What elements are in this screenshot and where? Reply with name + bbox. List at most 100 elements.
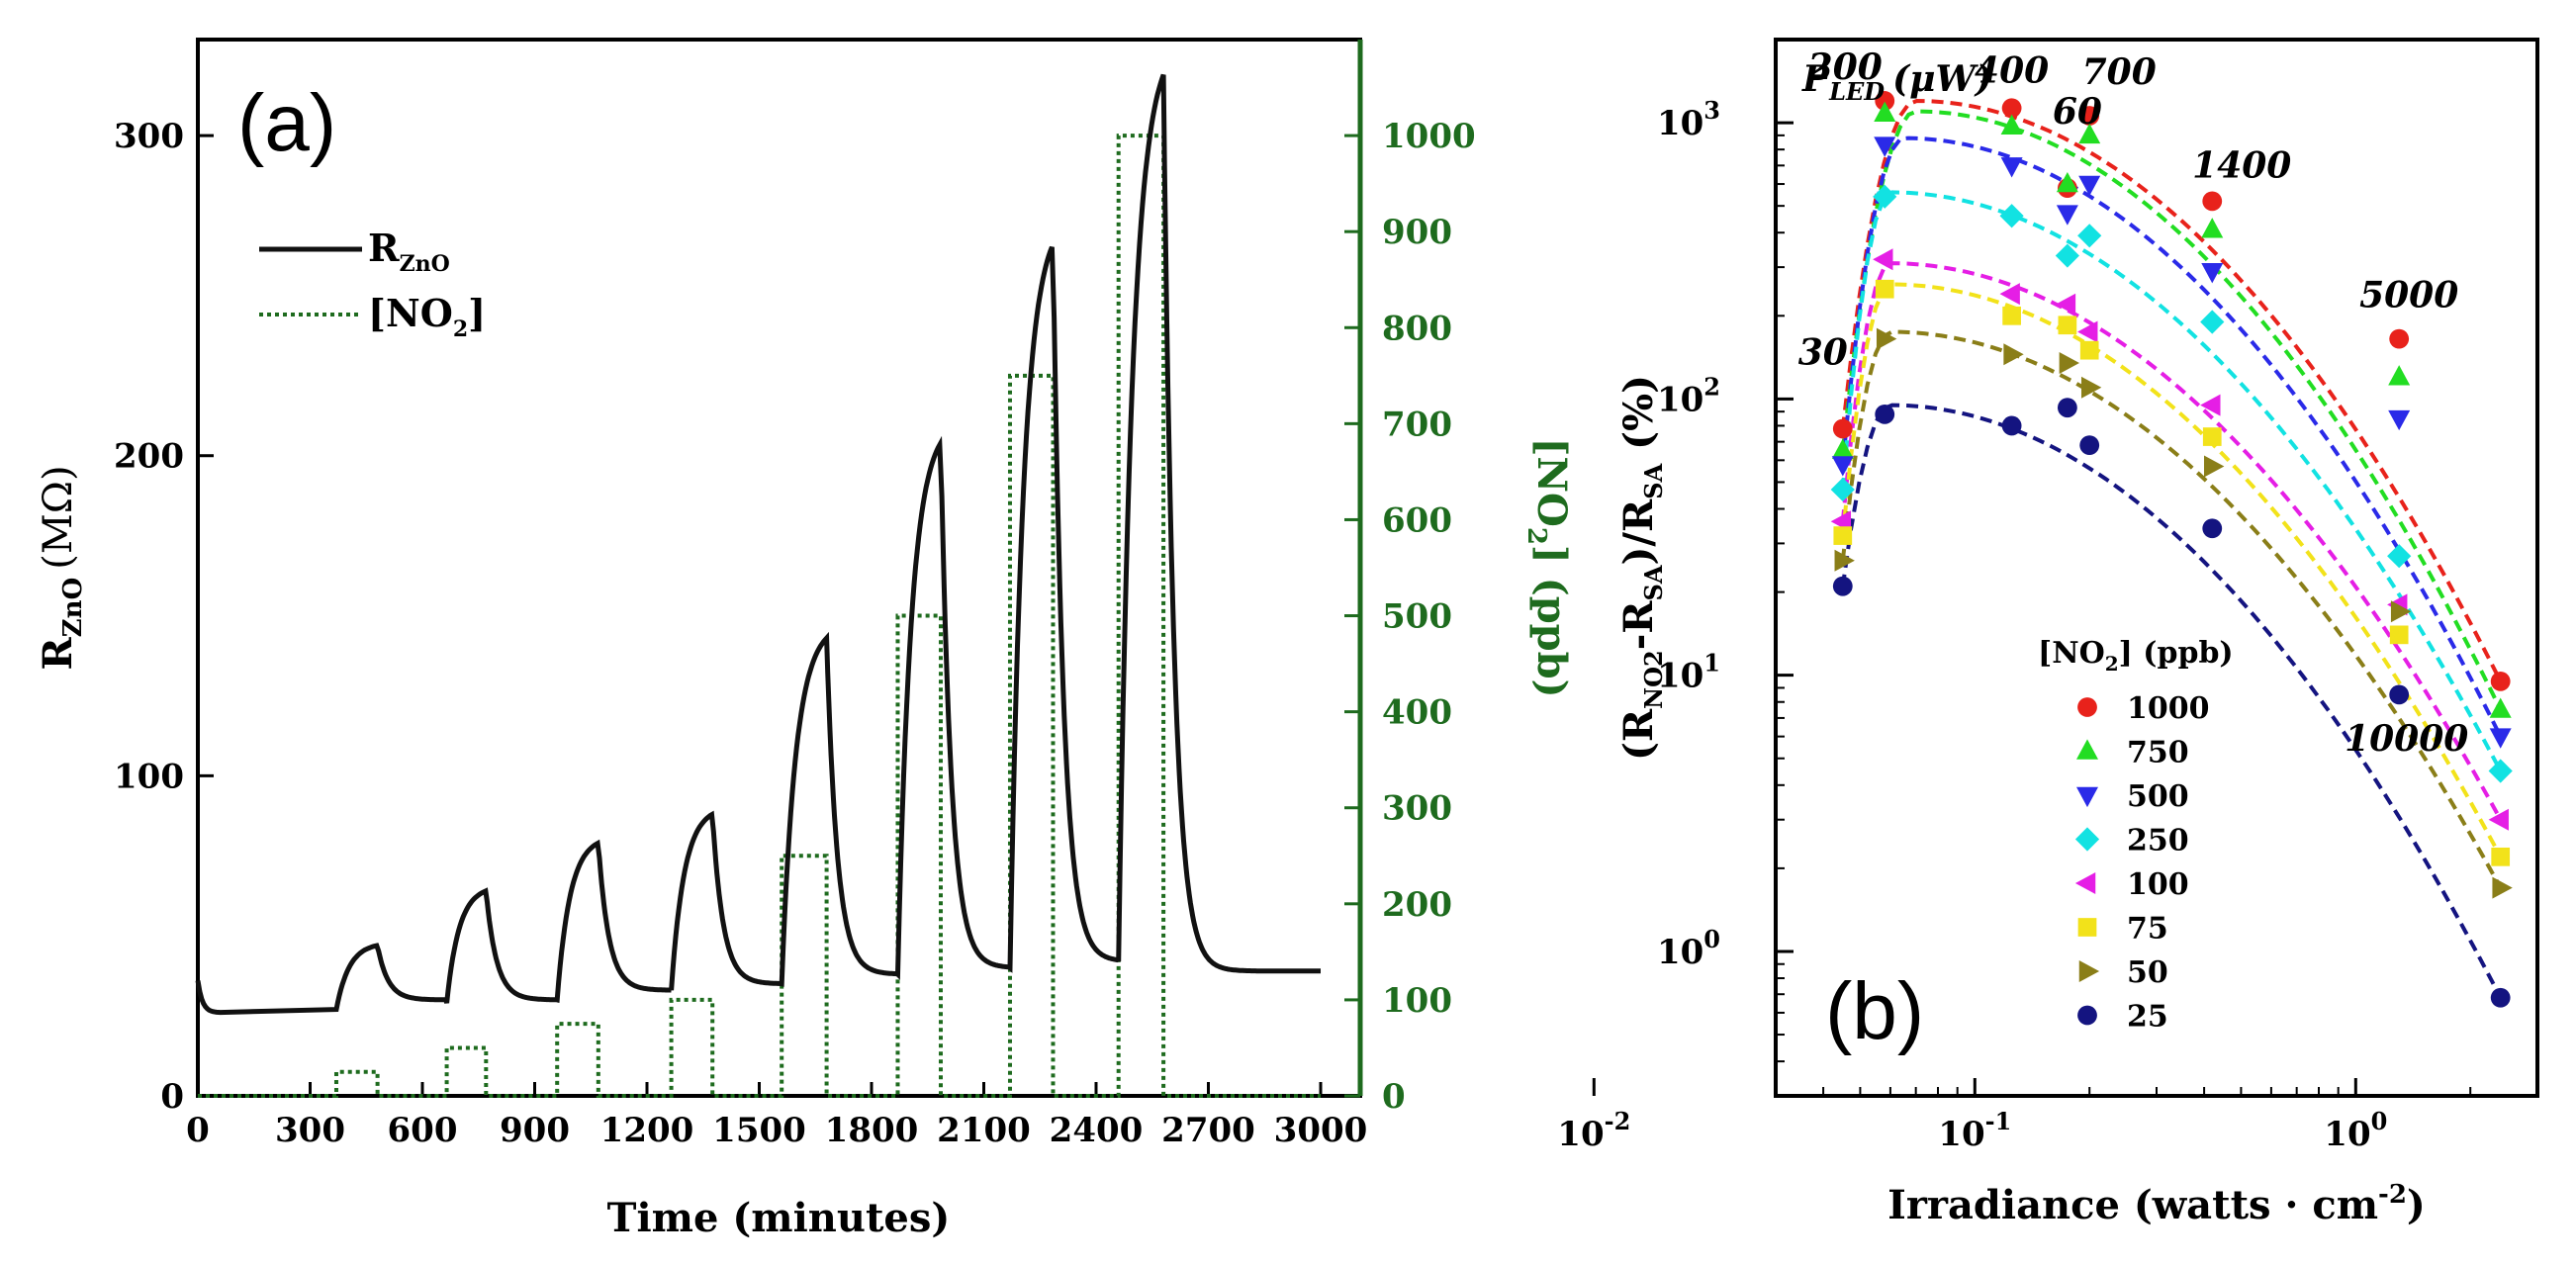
a-x-tick-label: 300	[275, 1111, 345, 1150]
data-point-50	[1876, 327, 1897, 350]
data-point-500	[2489, 728, 2512, 749]
legend-marker-500	[2076, 786, 2098, 808]
b-y-tick-base: 10	[1657, 380, 1703, 419]
data-point-75	[2389, 625, 2409, 645]
panel-b-legend: [NO2] (ppb) 1000 750 500 250 100 75 50 25	[2038, 636, 2234, 1035]
power-title-main: P	[1801, 58, 1830, 100]
panel-b-y-axis-title: (RNO2-RSA)/RSA (%)	[1615, 375, 1668, 761]
panel-b-power-title: PLED (μW)	[1801, 58, 1992, 106]
b-x-tick-base: 10	[1938, 1115, 1984, 1154]
data-point-1000	[2001, 98, 2022, 119]
b-x-tick-label: 10-2	[1557, 1107, 1630, 1154]
data-point-50	[1834, 549, 1855, 572]
panel-a-label: (a)	[237, 78, 336, 168]
power-label: 5000	[2359, 275, 2458, 316]
b-y-tick-label: 101	[1657, 649, 1720, 696]
y2-axis-title-pre: [NO	[1528, 437, 1575, 526]
b-x-tick-label: 10-1	[1938, 1107, 2011, 1154]
data-point-750	[1831, 438, 1854, 459]
data-point-1000	[1832, 418, 1853, 439]
fit-curve-250	[1840, 190, 2503, 772]
a-y2-tick-label: 1000	[1382, 117, 1476, 156]
fit-curve-750	[1840, 109, 2503, 711]
y-title-p6: (%)	[1615, 375, 1662, 464]
data-point-75	[2491, 847, 2511, 866]
b-y-tick-base: 10	[1657, 657, 1703, 696]
legend-label-500: 500	[2127, 779, 2189, 814]
data-point-100	[1873, 248, 1893, 271]
legend-no2-post: ]	[468, 291, 486, 335]
b-y-tick-exp: 3	[1703, 96, 1720, 125]
legend-label-50: 50	[2127, 955, 2168, 990]
fit-curve-75	[1840, 282, 2503, 859]
b-y-tick-base: 10	[1657, 104, 1703, 143]
a-y-tick-label: 100	[114, 757, 184, 796]
y-title-p3: SA	[1639, 565, 1668, 600]
power-label: 10000	[2345, 718, 2468, 760]
data-point-750	[1874, 101, 1896, 122]
resistance-line	[195, 73, 1321, 1016]
data-point-25	[2490, 987, 2511, 1008]
panel-b-fit-curves	[1840, 98, 2503, 999]
legend-label-25: 25	[2127, 1000, 2168, 1035]
data-point-50	[2204, 455, 2225, 478]
data-point-100	[2077, 320, 2098, 343]
b-y-tick-exp: 1	[1703, 649, 1720, 678]
a-x-tick-label: 600	[388, 1111, 458, 1150]
b-x-tick-base: 10	[2324, 1115, 2370, 1154]
legend-marker-100	[2074, 872, 2096, 894]
data-point-75	[2202, 427, 2222, 446]
data-point-25	[2389, 684, 2410, 705]
panel-a-y-axis-title: RZnO (MΩ)	[35, 465, 88, 670]
data-point-75	[2058, 316, 2077, 335]
power-label: 60	[2053, 91, 2102, 133]
power-label: 400	[1975, 49, 2049, 91]
data-point-75	[2079, 340, 2099, 360]
legend-title-pre: [NO	[2038, 636, 2105, 671]
x-axis-title-main: Irradiance (watts · cm	[1887, 1182, 2378, 1228]
y-title-p2: -R	[1615, 600, 1662, 651]
panel-b-label: (b)	[1825, 966, 1924, 1056]
data-point-250	[2077, 224, 2102, 248]
a-y2-tick-label: 900	[1382, 213, 1452, 252]
a-y-tick-label: 300	[114, 117, 184, 156]
legend-no2-label: [NO2]	[368, 291, 486, 342]
data-point-500	[2078, 175, 2101, 197]
a-y2-tick-label: 500	[1382, 597, 1452, 637]
b-y-tick-exp: 0	[1703, 925, 1720, 953]
b-y-tick-label: 102	[1657, 372, 1720, 419]
y-axis-title-main: R	[35, 637, 81, 671]
data-point-1000	[2202, 191, 2223, 212]
panel-a-legend: RZnO [NO2]	[259, 226, 486, 342]
legend-marker-1000	[2077, 697, 2097, 717]
legend-no2-main: [NO	[368, 291, 453, 335]
data-point-750	[2201, 218, 2224, 238]
data-point-100	[2200, 394, 2221, 416]
data-point-75	[1833, 526, 1853, 545]
panel-b-legend-items: 1000 750 500 250 100 75 50 25	[2074, 691, 2210, 1035]
a-y2-tick-label: 200	[1382, 885, 1452, 925]
b-x-tick-exp: -1	[1985, 1107, 2012, 1135]
data-point-750	[2489, 697, 2512, 718]
a-x-tick-label: 0	[186, 1111, 210, 1150]
data-point-750	[2078, 123, 2101, 144]
legend-resistance-sub: ZnO	[400, 251, 450, 277]
a-x-tick-label: 2400	[1050, 1111, 1144, 1150]
panel-a-plot	[195, 73, 1321, 1098]
legend-title-sub: 2	[2105, 652, 2119, 676]
legend-label-75: 75	[2127, 912, 2168, 947]
panel-a-x-axis-title: Time (minutes)	[607, 1195, 951, 1241]
data-point-500	[1874, 136, 1896, 157]
power-label: 30	[1798, 332, 1848, 374]
data-point-75	[2002, 306, 2021, 325]
power-title-sub: LED	[1828, 77, 1885, 106]
panel-a: 0 300 600 900 1200 1500 1800 2100 2400 2700 3000 0…	[35, 38, 1575, 1241]
power-label: 1400	[2192, 144, 2291, 186]
fit-curve-50	[1840, 329, 2503, 889]
data-point-500	[2201, 262, 2224, 284]
a-x-tick-label: 2700	[1161, 1111, 1255, 1150]
a-x-tick-label: 1800	[825, 1111, 919, 1150]
a-x-tick-label: 3000	[1274, 1111, 1368, 1150]
